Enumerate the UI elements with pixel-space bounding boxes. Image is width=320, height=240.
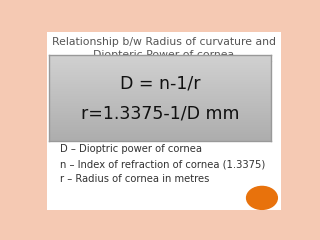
Text: D – Dioptric power of cornea: D – Dioptric power of cornea [60,144,202,154]
Circle shape [247,186,277,209]
Text: r=1.3375-1/D mm: r=1.3375-1/D mm [81,105,239,123]
Text: D = n-1/r: D = n-1/r [120,74,200,92]
Text: n – Index of refraction of cornea (1.3375): n – Index of refraction of cornea (1.337… [60,159,265,169]
Text: Relationship b/w Radius of curvature and: Relationship b/w Radius of curvature and [52,37,276,47]
Text: Diopteric Power of cornea: Diopteric Power of cornea [93,50,235,60]
Text: r – Radius of cornea in metres: r – Radius of cornea in metres [60,174,209,184]
FancyBboxPatch shape [47,32,281,210]
